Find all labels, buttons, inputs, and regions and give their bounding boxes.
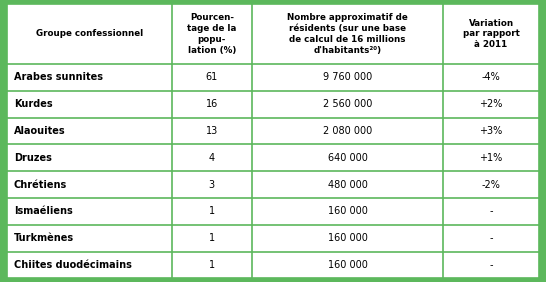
Bar <box>443 144 539 171</box>
Text: Kurdes: Kurdes <box>14 99 52 109</box>
Bar <box>252 171 443 198</box>
Bar <box>172 4 252 64</box>
Bar <box>172 252 252 278</box>
Bar <box>7 118 172 144</box>
Text: Chrétiens: Chrétiens <box>14 180 67 190</box>
Text: 640 000: 640 000 <box>328 153 367 163</box>
Bar <box>172 198 252 225</box>
Text: Turkmènes: Turkmènes <box>14 233 74 243</box>
Bar <box>443 4 539 64</box>
Bar <box>443 198 539 225</box>
Text: +3%: +3% <box>479 126 503 136</box>
Bar <box>443 91 539 118</box>
Text: Variation
par rapport
à 2011: Variation par rapport à 2011 <box>462 19 519 49</box>
Text: +1%: +1% <box>479 153 503 163</box>
Text: 1: 1 <box>209 260 215 270</box>
Bar <box>443 171 539 198</box>
Bar <box>252 118 443 144</box>
Bar <box>172 64 252 91</box>
Text: 61: 61 <box>206 72 218 82</box>
Text: 1: 1 <box>209 233 215 243</box>
Text: Druzes: Druzes <box>14 153 51 163</box>
Bar <box>7 144 172 171</box>
Text: 16: 16 <box>206 99 218 109</box>
Bar <box>172 144 252 171</box>
Bar <box>443 252 539 278</box>
Bar <box>7 4 172 64</box>
Text: -2%: -2% <box>482 180 501 190</box>
Text: +2%: +2% <box>479 99 503 109</box>
Text: 2 080 000: 2 080 000 <box>323 126 372 136</box>
Bar <box>252 4 443 64</box>
Bar <box>7 252 172 278</box>
Text: Groupe confessionnel: Groupe confessionnel <box>36 29 143 38</box>
Bar <box>172 118 252 144</box>
Bar <box>252 144 443 171</box>
Bar <box>252 252 443 278</box>
Text: -4%: -4% <box>482 72 501 82</box>
Text: 160 000: 160 000 <box>328 206 367 216</box>
Text: Nombre approximatif de
résidents (sur une base
de calcul de 16 millions
d'habita: Nombre approximatif de résidents (sur un… <box>287 13 408 54</box>
Bar <box>443 118 539 144</box>
Bar <box>7 225 172 252</box>
Text: 2 560 000: 2 560 000 <box>323 99 372 109</box>
Text: Arabes sunnites: Arabes sunnites <box>14 72 103 82</box>
Text: -: - <box>489 233 493 243</box>
Bar <box>443 225 539 252</box>
Bar <box>443 64 539 91</box>
Text: 480 000: 480 000 <box>328 180 367 190</box>
Bar <box>172 171 252 198</box>
Text: Pourcen-
tage de la
popu-
lation (%): Pourcen- tage de la popu- lation (%) <box>187 13 236 54</box>
Text: 13: 13 <box>206 126 218 136</box>
Bar <box>7 198 172 225</box>
Text: -: - <box>489 206 493 216</box>
Bar <box>252 225 443 252</box>
Bar <box>7 91 172 118</box>
Bar <box>252 198 443 225</box>
Bar <box>252 64 443 91</box>
Text: Chiites duodécimains: Chiites duodécimains <box>14 260 132 270</box>
Bar <box>172 91 252 118</box>
Text: 1: 1 <box>209 206 215 216</box>
Bar <box>7 64 172 91</box>
Text: Ismaéliens: Ismaéliens <box>14 206 73 216</box>
Text: 160 000: 160 000 <box>328 233 367 243</box>
Bar <box>252 91 443 118</box>
Text: Alaouites: Alaouites <box>14 126 66 136</box>
Text: -: - <box>489 260 493 270</box>
Text: 4: 4 <box>209 153 215 163</box>
Bar <box>7 171 172 198</box>
Text: 160 000: 160 000 <box>328 260 367 270</box>
Text: 3: 3 <box>209 180 215 190</box>
Bar <box>172 225 252 252</box>
Text: 9 760 000: 9 760 000 <box>323 72 372 82</box>
